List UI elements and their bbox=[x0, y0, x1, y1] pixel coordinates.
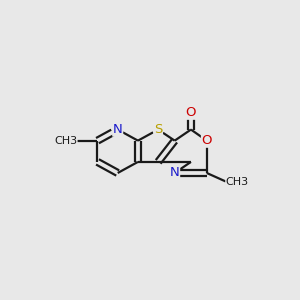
Text: N: N bbox=[113, 123, 123, 136]
Text: N: N bbox=[170, 167, 179, 179]
Text: CH3: CH3 bbox=[54, 136, 77, 146]
Text: CH3: CH3 bbox=[226, 176, 249, 187]
Text: O: O bbox=[202, 134, 212, 147]
Text: S: S bbox=[154, 123, 162, 136]
Text: O: O bbox=[186, 106, 196, 119]
